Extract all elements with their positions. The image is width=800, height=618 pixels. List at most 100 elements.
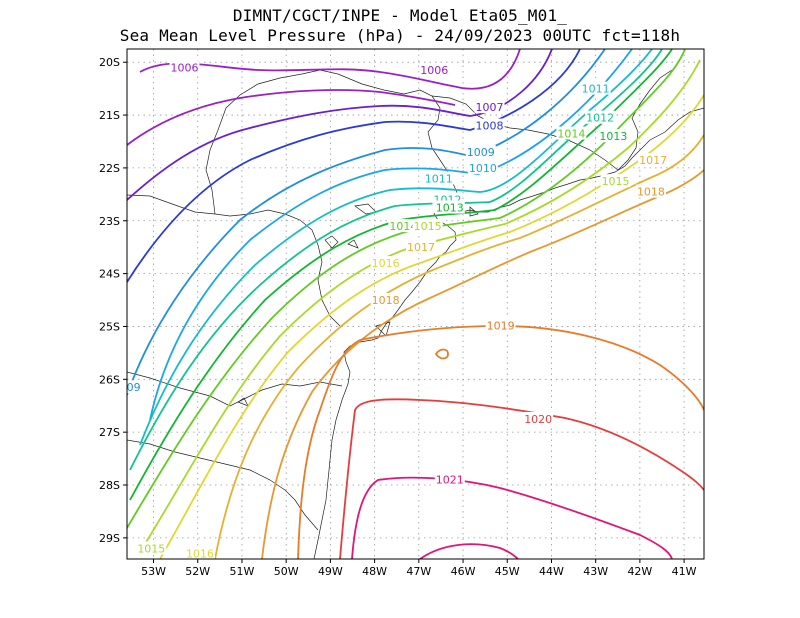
isobar-1011: [139, 49, 653, 446]
isobar-1009: [127, 49, 606, 396]
lat-tick-label: 23S: [99, 215, 120, 228]
lat-tick-label: 21S: [99, 109, 120, 122]
lat-tick-label: 22S: [99, 162, 120, 175]
isobar-label-bg: [474, 100, 505, 114]
lon-tick-label: 47W: [406, 565, 431, 578]
isobar-label-bg: [419, 63, 450, 77]
isobar-label: 1011: [582, 83, 610, 96]
isobar-label-bg: [523, 411, 554, 425]
isobar-label-bg: [370, 293, 401, 307]
state-border: [127, 194, 341, 327]
state-border: [617, 69, 673, 171]
lon-tick-label: 46W: [451, 565, 476, 578]
lat-tick-label: 29S: [99, 532, 120, 545]
isobar-label-bg: [136, 541, 167, 555]
isobar-label: 1021: [436, 474, 464, 487]
isobar-label-bg: [638, 152, 669, 166]
isobar-label: 1006: [170, 61, 198, 74]
isobar-1008: [127, 49, 581, 283]
coastline-and-borders: [127, 69, 704, 559]
lon-tick-label: 41W: [672, 565, 697, 578]
isobar-label: 1014: [557, 128, 585, 141]
isobar-label: 1019: [487, 319, 515, 332]
isobar-label: 1014: [389, 220, 417, 233]
isobar-1013: [129, 49, 673, 501]
isobar-1021: [419, 543, 519, 559]
lon-tick-label: 44W: [539, 565, 564, 578]
isobar-label-bg: [169, 60, 200, 74]
lon-tick-label: 51W: [230, 565, 255, 578]
lat-tick-label: 24S: [99, 268, 120, 281]
isobar-label: 1018: [637, 186, 665, 199]
isobar-label-bg: [600, 174, 631, 188]
isobar-label-bg: [412, 219, 443, 233]
isobar-label-bg: [434, 472, 465, 486]
isobar-label-bg: [406, 240, 437, 254]
isobar-label: 1012: [586, 112, 614, 125]
isobar-label: 1015: [137, 542, 165, 555]
isobar-label-bg: [556, 126, 587, 140]
lat-tick-label: 28S: [99, 479, 120, 492]
isobar-lines: [127, 49, 704, 559]
isobar-label-bg: [434, 200, 465, 214]
axis-ticks: 53W 52W 51W 50W 49W 48W 47W 46W 45W 44W 43W 42W 41W 2…: [99, 56, 697, 578]
isobar-label-bg: [465, 145, 496, 159]
map-title-line-1: DIMNT/CGCT/INPE - Model Eta05_M01_: [232, 6, 568, 25]
isobar-label: 1020: [524, 413, 552, 426]
lon-tick-label: 42W: [627, 565, 652, 578]
isobar-label-bg: [598, 129, 629, 143]
isobar-label: 1006: [420, 64, 448, 77]
lat-tick-label: 27S: [99, 426, 120, 439]
map-title-line-2: Sea Mean Level Pressure (hPa) - 24/09/20…: [119, 26, 681, 45]
state-border: [205, 69, 339, 215]
isobar-label: 1018: [372, 294, 400, 307]
reservoir: [237, 235, 359, 407]
isobar-label-bg: [485, 318, 516, 332]
isobar-label-bg: [474, 118, 505, 132]
isobar-label: 1011: [425, 172, 453, 185]
lon-tick-label: 45W: [495, 565, 520, 578]
isobar-1006: [127, 89, 456, 146]
isobar-label: 1013: [599, 130, 627, 143]
isobar-label-bg: [184, 546, 215, 559]
isobar-label: 1010: [469, 162, 497, 175]
isobar-1010: [149, 49, 633, 421]
lat-tick-label: 25S: [99, 320, 120, 333]
isobar-1021: [351, 476, 673, 559]
isobar-label: 1016: [186, 548, 214, 561]
isobar-label-bg: [467, 160, 498, 174]
lon-tick-label: 50W: [274, 565, 299, 578]
lon-tick-label: 52W: [185, 565, 210, 578]
isobar-1006: [139, 49, 521, 90]
isobar-label-bg: [585, 110, 616, 124]
isobar-1019: [297, 325, 704, 559]
coastline: [313, 107, 704, 559]
isobar-label: 1007: [476, 101, 504, 114]
plot-frame: [126, 48, 705, 560]
isobar-label-bg: [370, 256, 401, 270]
lon-tick-label: 43W: [583, 565, 608, 578]
lon-tick-label: 49W: [318, 565, 343, 578]
isobar-label: 1017: [407, 241, 435, 254]
isobar-label: 1017: [639, 154, 667, 167]
isobar-label-bg: [423, 171, 454, 185]
isobar-label: 1015: [414, 220, 442, 233]
state-border: [431, 95, 619, 171]
isobar-label: 1016: [372, 257, 400, 270]
isobar-label: 1015: [602, 175, 630, 188]
lat-tick-label: 20S: [99, 56, 120, 69]
lon-tick-label: 48W: [362, 565, 387, 578]
isobar-label-bg: [388, 219, 419, 233]
isobar-1018: [261, 169, 704, 559]
isobar-1020: [339, 398, 704, 559]
isobar-label: 1013: [436, 202, 464, 215]
isobar-1017: [214, 134, 704, 559]
isobar-labels: 1006 100610071008100910101011101110121012…: [127, 60, 669, 561]
isobar-label: 1008: [476, 120, 504, 133]
isobar-label-bg: [635, 184, 666, 198]
isobar-label-bg: [127, 380, 142, 394]
isobar-label-bg: [580, 81, 611, 95]
isobar-label: 1009: [467, 146, 495, 159]
lon-tick-label: 53W: [141, 565, 166, 578]
